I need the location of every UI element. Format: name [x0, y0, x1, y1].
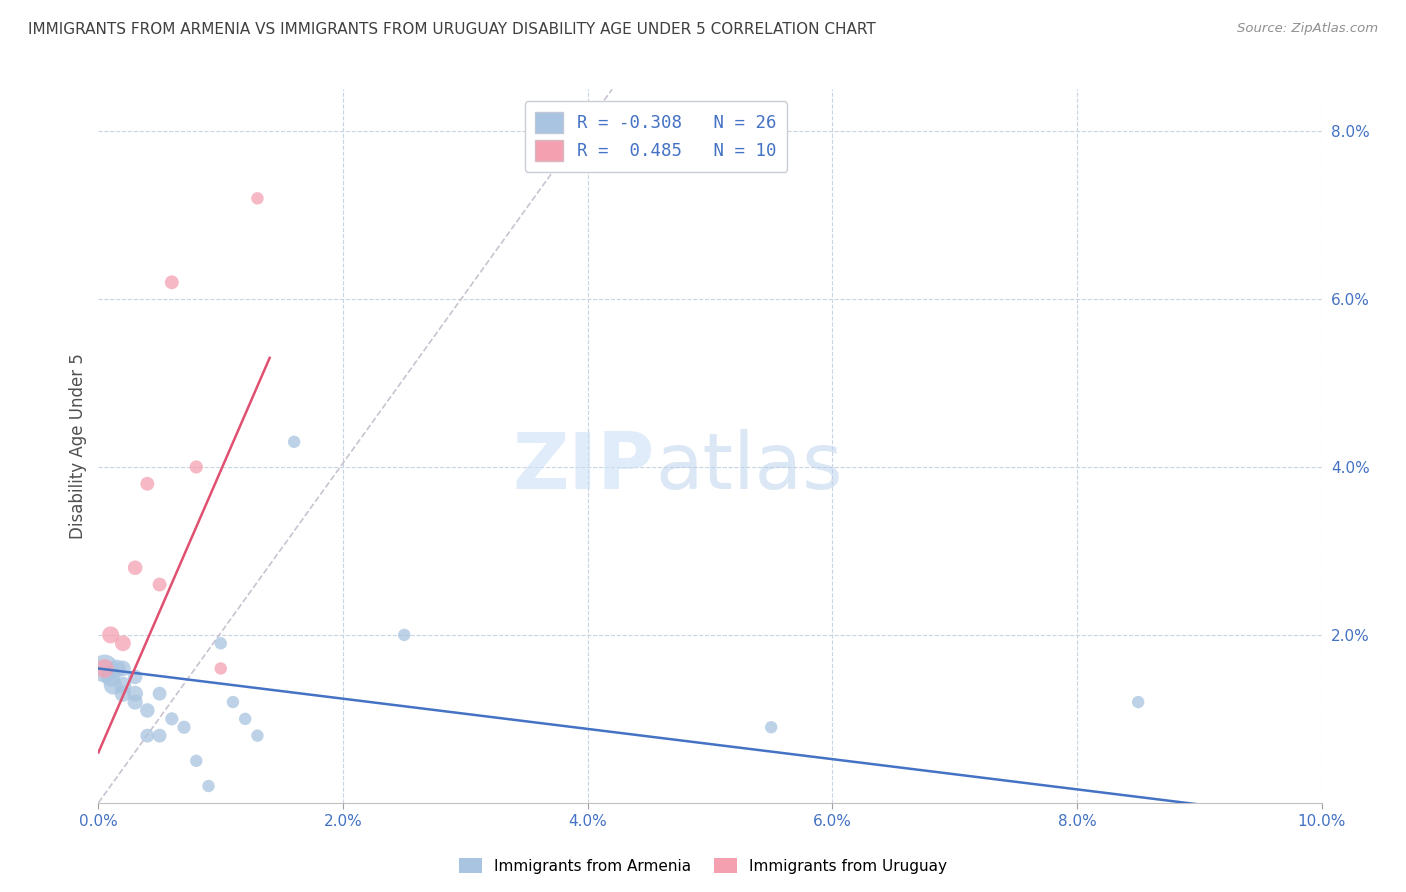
- Point: [186, 754, 208, 768]
- Point: [283, 434, 305, 449]
- Point: [160, 275, 183, 289]
- Point: [124, 560, 146, 574]
- Legend: Immigrants from Armenia, Immigrants from Uruguay: Immigrants from Armenia, Immigrants from…: [453, 852, 953, 880]
- Point: [124, 695, 146, 709]
- Point: [209, 661, 232, 675]
- Point: [233, 712, 256, 726]
- Legend: R = -0.308   N = 26, R =  0.485   N = 10: R = -0.308 N = 26, R = 0.485 N = 10: [524, 102, 787, 171]
- Text: IMMIGRANTS FROM ARMENIA VS IMMIGRANTS FROM URUGUAY DISABILITY AGE UNDER 5 CORREL: IMMIGRANTS FROM ARMENIA VS IMMIGRANTS FR…: [28, 22, 876, 37]
- Point: [111, 678, 134, 692]
- Point: [124, 687, 146, 701]
- Point: [186, 460, 208, 475]
- Point: [149, 729, 172, 743]
- Point: [111, 687, 134, 701]
- Point: [197, 779, 219, 793]
- Point: [93, 661, 115, 675]
- Point: [111, 661, 134, 675]
- Point: [93, 661, 115, 675]
- Text: Source: ZipAtlas.com: Source: ZipAtlas.com: [1237, 22, 1378, 36]
- Point: [1128, 695, 1150, 709]
- Point: [149, 687, 172, 701]
- Point: [246, 191, 269, 205]
- Point: [759, 720, 782, 734]
- Point: [136, 729, 159, 743]
- Point: [105, 661, 128, 675]
- Point: [222, 695, 245, 709]
- Point: [100, 670, 122, 684]
- Y-axis label: Disability Age Under 5: Disability Age Under 5: [69, 353, 87, 539]
- Point: [111, 636, 134, 650]
- Text: atlas: atlas: [655, 429, 842, 506]
- Point: [246, 729, 269, 743]
- Point: [136, 703, 159, 717]
- Point: [209, 636, 232, 650]
- Point: [173, 720, 195, 734]
- Point: [100, 628, 122, 642]
- Point: [101, 678, 124, 692]
- Point: [149, 577, 172, 591]
- Point: [124, 670, 146, 684]
- Text: ZIP: ZIP: [513, 429, 655, 506]
- Point: [392, 628, 416, 642]
- Point: [136, 476, 159, 491]
- Point: [160, 712, 183, 726]
